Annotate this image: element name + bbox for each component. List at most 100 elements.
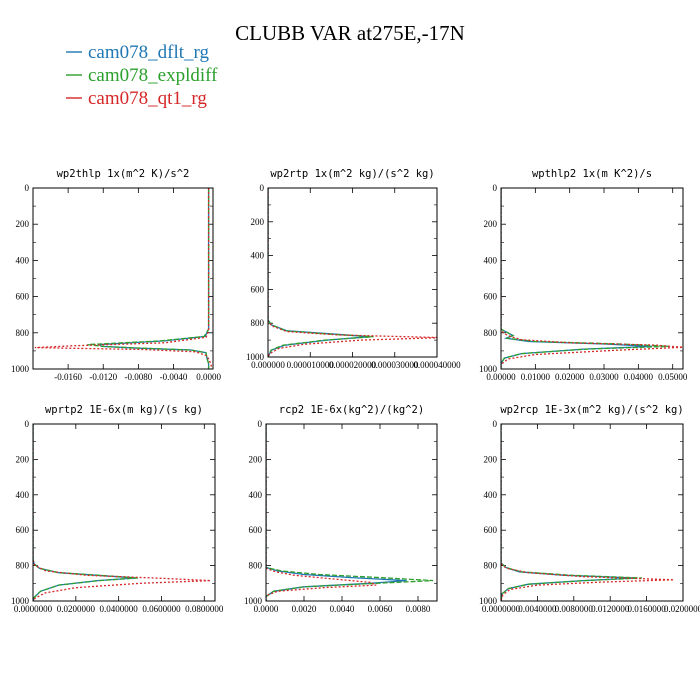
y-tick-label: 600 xyxy=(251,284,265,294)
x-tick-label: 0.0000000 xyxy=(14,604,53,614)
x-tick-label: 0.0800000 xyxy=(185,604,224,614)
x-tick-label: -0.0160 xyxy=(54,372,82,382)
y-tick-label: 200 xyxy=(251,217,265,227)
x-tick-label: 0.04000 xyxy=(624,372,654,382)
legend-label: cam078_qt1_rg xyxy=(88,88,207,109)
y-tick-label: 800 xyxy=(484,328,498,338)
panel: wpthlp2 1x(m K^2)/s 0 200 400 600 800 10000.00… xyxy=(479,168,688,382)
x-tick-label: 0.000010000 xyxy=(287,360,335,370)
y-tick-label: 400 xyxy=(16,490,30,500)
series-line-cam078_qt1_rg xyxy=(33,424,211,601)
y-tick-label: 1000 xyxy=(479,364,498,374)
x-tick-label: -0.0040 xyxy=(160,372,188,382)
x-tick-label: 0.0600000 xyxy=(142,604,181,614)
y-tick-label: 600 xyxy=(16,525,30,535)
y-tick-label: 200 xyxy=(16,219,30,229)
x-tick-label: 0.0200000 xyxy=(664,604,700,614)
y-tick-label: 1000 xyxy=(246,352,265,362)
panel: rcp2 1E-6x(kg^2)/(kg^2) 0 200 400 600 800 1000… xyxy=(244,404,438,614)
y-tick-label: 400 xyxy=(484,255,498,265)
legend-entry: cam078_dflt_rg xyxy=(66,42,210,63)
plot-frame xyxy=(500,187,684,370)
y-tick-label: 200 xyxy=(249,454,263,464)
legend-entry: cam078_qt1_rg xyxy=(66,88,207,109)
y-tick-label: 800 xyxy=(16,561,30,571)
x-tick-label: 0.0400000 xyxy=(100,604,139,614)
y-tick-label: 800 xyxy=(16,328,30,338)
y-tick-label: 1000 xyxy=(244,596,263,606)
x-tick-label: 0.0020 xyxy=(292,604,317,614)
y-tick-label: 800 xyxy=(249,561,263,571)
y-tick-label: 0 xyxy=(493,183,498,193)
y-tick-label: 0 xyxy=(25,183,30,193)
y-tick-label: 0 xyxy=(260,183,265,193)
legend: cam078_dflt_rg cam078_expldiff cam078_qt… xyxy=(66,42,218,109)
x-tick-label: 0.0040000 xyxy=(518,604,557,614)
x-tick-label: 0.0060 xyxy=(368,604,393,614)
panel-title: wprtp2 1E-6x(m kg)/(s kg) xyxy=(45,404,203,416)
x-tick-label: 0.01000 xyxy=(521,372,551,382)
series-line-cam078_expldiff xyxy=(268,188,374,357)
y-tick-label: 200 xyxy=(16,454,30,464)
panel: wp2thlp 1x(m^2 K)/s^2 0 200 400 600 800 1000 -0… xyxy=(11,168,221,382)
y-tick-label: 1000 xyxy=(11,364,30,374)
x-tick-label: 0.0160000 xyxy=(627,604,666,614)
figure-title: CLUBB VAR at275E,-17N xyxy=(235,21,465,45)
x-tick-label: 0.0120000 xyxy=(591,604,630,614)
y-tick-label: 0 xyxy=(25,419,30,429)
x-tick-label: -0.0080 xyxy=(124,372,152,382)
series-line-cam078_qt1_rg xyxy=(501,424,674,601)
y-tick-label: 400 xyxy=(249,490,263,500)
x-tick-label: 0.0000 xyxy=(196,372,221,382)
panel-title: wp2rtp 1x(m^2 kg)/(s^2 kg) xyxy=(270,168,434,180)
x-tick-label: 0.03000 xyxy=(589,372,619,382)
x-tick-label: 0.00000 xyxy=(486,372,516,382)
x-tick-label: 0.0000 xyxy=(254,604,279,614)
panel: wprtp2 1E-6x(m kg)/(s kg) 0 200 400 600 800 10… xyxy=(11,404,224,614)
panel-title: wpthlp2 1x(m K^2)/s xyxy=(532,168,652,180)
legend-label: cam078_dflt_rg xyxy=(88,42,210,63)
series-line-cam078_qt1_rg xyxy=(268,188,437,357)
plot-frame xyxy=(500,423,684,602)
y-tick-label: 400 xyxy=(251,251,265,261)
y-tick-label: 1000 xyxy=(479,596,498,606)
y-tick-label: 400 xyxy=(484,490,498,500)
y-tick-label: 200 xyxy=(484,454,498,464)
panel-title: rcp2 1E-6x(kg^2)/(kg^2) xyxy=(279,404,424,416)
panel: wp2rcp 1E-3x(m^2 kg)/(s^2 kg)0 200 400 600 8… xyxy=(479,404,700,614)
x-tick-label: 0.000040000 xyxy=(413,360,461,370)
series-line-cam078_dflt_rg xyxy=(501,188,653,369)
panel-title: wp2thlp 1x(m^2 K)/s^2 xyxy=(57,168,190,180)
series-line-cam078_expldiff xyxy=(501,424,643,601)
series-line-cam078_dflt_rg xyxy=(501,424,636,601)
series-line-cam078_expldiff xyxy=(33,424,138,601)
series-line-cam078_expldiff xyxy=(266,424,434,601)
series-line-cam078_qt1_rg xyxy=(34,188,212,369)
y-tick-label: 400 xyxy=(16,255,30,265)
series-line-cam078_expldiff xyxy=(501,188,670,369)
x-tick-label: 0.000000 xyxy=(251,360,285,370)
y-tick-label: 600 xyxy=(484,525,498,535)
x-tick-label: 0.02000 xyxy=(555,372,585,382)
x-tick-label: 0.0080000 xyxy=(555,604,594,614)
y-tick-label: 200 xyxy=(484,219,498,229)
x-tick-label: 0.000020000 xyxy=(329,360,377,370)
y-tick-label: 600 xyxy=(484,292,498,302)
y-tick-label: 0 xyxy=(493,419,498,429)
plot-frame xyxy=(267,187,438,358)
y-tick-label: 600 xyxy=(249,525,263,535)
x-tick-label: 0.0000000 xyxy=(482,604,521,614)
y-tick-label: 800 xyxy=(484,561,498,571)
legend-label: cam078_expldiff xyxy=(88,65,218,86)
x-tick-label: 0.000030000 xyxy=(371,360,419,370)
plot-frame xyxy=(265,423,438,602)
x-tick-label: 0.0040 xyxy=(330,604,355,614)
series-line-cam078_expldiff xyxy=(87,188,210,369)
panel-title: wp2rcp 1E-3x(m^2 kg)/(s^2 kg) xyxy=(500,404,683,416)
legend-entry: cam078_expldiff xyxy=(66,65,218,86)
series-line-cam078_dflt_rg xyxy=(266,424,407,601)
series-line-cam078_dflt_rg xyxy=(268,188,370,357)
y-tick-label: 0 xyxy=(258,419,263,429)
plot-frame xyxy=(32,423,216,602)
